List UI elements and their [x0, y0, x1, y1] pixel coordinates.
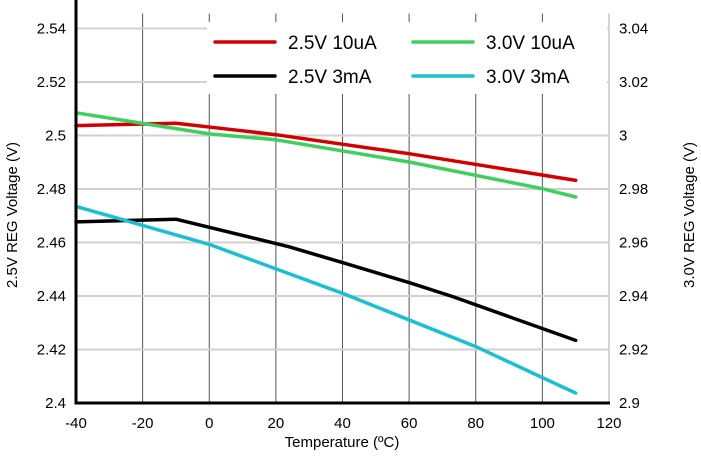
y-tick-label: 2.4: [45, 395, 66, 412]
axes: [74, 0, 610, 405]
x-tick-label: 0: [205, 415, 213, 432]
legend: 2.5V 10uA 3.0V 10uA 2.5V 3mA 3.0V 3mA: [213, 33, 575, 88]
legend-box: [207, 22, 607, 94]
legend-label: 3.0V 10uA: [486, 33, 575, 54]
tick-labels: -40 -20 0 20 40 60 80 100 120 2.4 2.42 2.44 2.46 2.48…: [37, 21, 648, 433]
y-tick-label: 2.44: [37, 288, 66, 305]
y2-tick-label: 2.94: [619, 288, 648, 305]
y-axis-label: 2.5V REG Voltage (V): [4, 142, 21, 288]
series-line-2.5V-3mA: [74, 217, 578, 343]
x-tick-label: -20: [132, 415, 154, 432]
x-tick-label: -40: [65, 415, 87, 432]
x-tick-label: 60: [401, 415, 418, 432]
series-line-3.0V-10uA: [74, 111, 578, 199]
series-group: [74, 111, 578, 395]
y2-tick-label: 3: [619, 128, 627, 145]
y-tick-label: 2.42: [37, 342, 66, 359]
y-tick-label: 2.5: [45, 128, 66, 145]
series-line-3.0V-3mA: [74, 204, 578, 395]
y2-tick-label: 2.98: [619, 181, 648, 198]
x-tick-label: 80: [467, 415, 484, 432]
y2-tick-label: 2.9: [619, 395, 640, 412]
legend-label: 2.5V 10uA: [288, 33, 377, 54]
y-tick-label: 2.46: [37, 235, 66, 252]
y2-tick-label: 2.96: [619, 235, 648, 252]
legend-background: [207, 22, 607, 94]
legend-label: 3.0V 3mA: [486, 67, 570, 88]
x-tick-label: 20: [268, 415, 285, 432]
y-tick-label: 2.54: [37, 21, 66, 38]
x-tick-label: 100: [530, 415, 555, 432]
x-tick-label: 120: [596, 415, 621, 432]
y2-tick-label: 3.02: [619, 74, 648, 91]
x-tick-label: 40: [334, 415, 351, 432]
y2-axis-label: 3.0V REG Voltage (V): [681, 142, 698, 288]
y-tick-label: 2.52: [37, 74, 66, 91]
y2-tick-label: 2.92: [619, 342, 648, 359]
y2-tick-label: 3.04: [619, 21, 648, 38]
legend-label: 2.5V 3mA: [288, 67, 372, 88]
x-axis-label: Temperature (ºC): [285, 434, 400, 451]
y-tick-label: 2.48: [37, 181, 66, 198]
series-line-2.5V-10uA: [74, 121, 578, 183]
